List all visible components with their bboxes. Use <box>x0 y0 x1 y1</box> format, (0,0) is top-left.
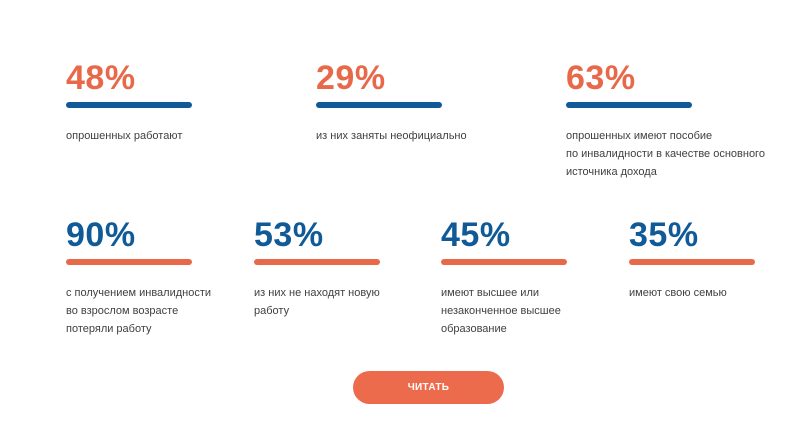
stat-value: 35% <box>629 216 699 254</box>
stat-bar <box>254 259 380 265</box>
stat-caption-line: во взрослом возрасте <box>66 305 179 317</box>
stat-caption-line: опрошенных работают <box>66 130 183 142</box>
stat-caption-line: работу <box>254 305 290 317</box>
stat-block: 29% из них заняты неофициально <box>316 59 467 142</box>
stat-block: 63% опрошенных имеют пособие по инвалидн… <box>566 59 765 178</box>
stat-caption-line: источника дохода <box>566 166 657 178</box>
stat-bar <box>629 259 755 265</box>
stat-caption-line: из них не находят новую <box>254 287 380 299</box>
stat-bar <box>566 102 692 108</box>
stat-caption-line: имеют свою семью <box>629 287 727 299</box>
stat-caption: с получением инвалидности во взрослом во… <box>66 284 211 338</box>
read-button[interactable]: ЧИТАТЬ <box>353 371 504 404</box>
stat-caption: опрошенных работают <box>66 127 182 145</box>
stat-caption: имеют высшее или незаконченное высшее об… <box>441 284 561 338</box>
stat-caption-line: незаконченное высшее <box>441 305 561 317</box>
stat-value: 45% <box>441 216 511 254</box>
stat-value: 53% <box>254 216 324 254</box>
stat-caption-line: по инвалидности в качестве основного <box>566 148 765 160</box>
stat-block: 48% опрошенных работают <box>66 59 192 142</box>
stat-bar <box>66 259 192 265</box>
stat-caption-line: потеряли работу <box>66 323 152 335</box>
stat-caption-line: опрошенных имеют пособие <box>566 130 713 142</box>
stat-block: 45% имеют высшее или незаконченное высше… <box>441 216 567 335</box>
stat-value: 63% <box>566 59 636 97</box>
stat-caption-line: образование <box>441 323 507 335</box>
stat-block: 90% с получением инвалидности во взросло… <box>66 216 211 335</box>
stat-bar <box>66 102 192 108</box>
stat-bar <box>441 259 567 265</box>
stat-bar <box>316 102 442 108</box>
stat-block: 35% имеют свою семью <box>629 216 755 299</box>
stat-caption: из них заняты неофициально <box>316 127 467 145</box>
stat-caption-line: имеют высшее или <box>441 287 540 299</box>
stat-caption: имеют свою семью <box>629 284 727 302</box>
stat-value: 29% <box>316 59 386 97</box>
stat-value: 48% <box>66 59 136 97</box>
stat-block: 53% из них не находят новую работу <box>254 216 380 317</box>
stat-caption: из них не находят новую работу <box>254 284 380 320</box>
stat-caption: опрошенных имеют пособие по инвалидности… <box>566 127 765 181</box>
stat-caption-line: из них заняты неофициально <box>316 130 467 142</box>
stat-value: 90% <box>66 216 136 254</box>
stat-caption-line: с получением инвалидности <box>66 287 212 299</box>
